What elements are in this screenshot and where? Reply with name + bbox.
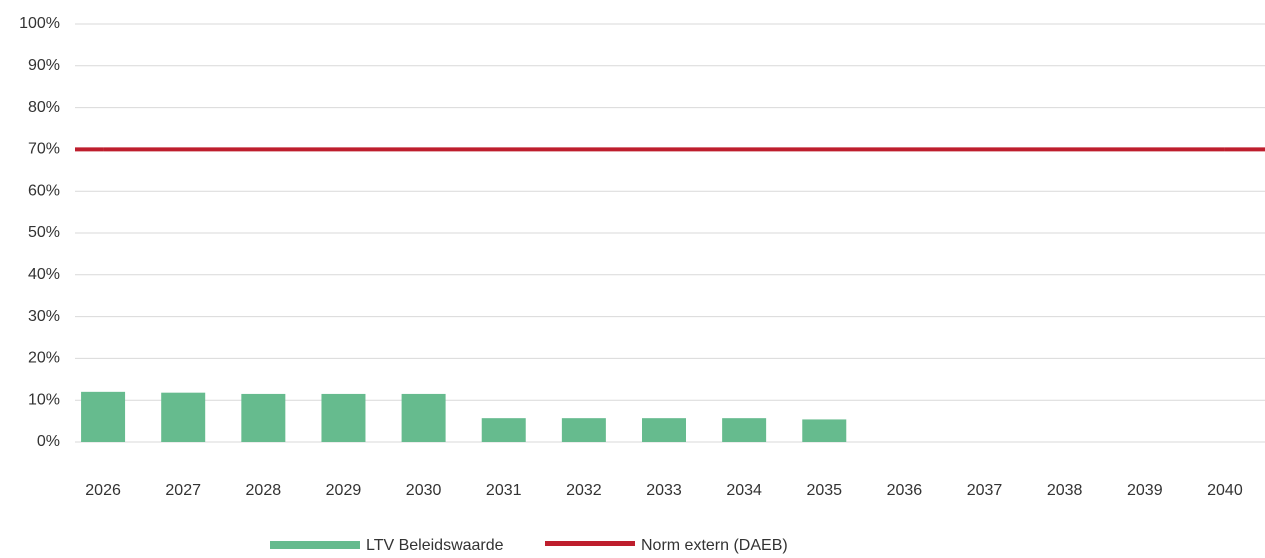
x-tick-label: 2026: [85, 482, 121, 499]
x-tick-label: 2038: [1047, 482, 1083, 499]
x-tick-label: 2032: [566, 482, 602, 499]
x-tick-label: 2029: [326, 482, 362, 499]
legend-label: Norm extern (DAEB): [641, 537, 788, 554]
bar: [321, 393, 366, 442]
x-tick-label: 2035: [806, 482, 842, 499]
bar: [722, 418, 767, 442]
bar: [642, 418, 686, 442]
y-tick-label: 70%: [28, 141, 60, 158]
bar: [401, 393, 446, 442]
y-tick-label: 10%: [28, 391, 60, 408]
x-tick-label: 2028: [246, 482, 282, 499]
y-tick-label: 90%: [28, 57, 60, 74]
x-tick-label: 2037: [967, 482, 1003, 499]
y-tick-label: 30%: [28, 308, 60, 325]
bar: [81, 391, 126, 442]
bar: [561, 418, 606, 442]
y-tick-label: 50%: [28, 224, 60, 241]
x-tick-label: 2033: [646, 482, 682, 499]
legend-swatch: [545, 541, 635, 546]
legend-swatch: [270, 541, 360, 549]
y-tick-label: 80%: [28, 99, 60, 116]
x-tick-label: 2030: [406, 482, 442, 499]
y-tick-label: 60%: [28, 182, 60, 199]
bar: [161, 392, 206, 442]
y-tick-label: 20%: [28, 350, 60, 367]
bar: [241, 393, 286, 442]
x-tick-label: 2031: [486, 482, 522, 499]
x-tick-label: 2036: [887, 482, 923, 499]
x-tick-label: 2034: [726, 482, 762, 499]
x-tick-label: 2039: [1127, 482, 1163, 499]
x-tick-label: 2027: [165, 482, 201, 499]
x-tick-label: 2040: [1207, 482, 1243, 499]
bar: [802, 419, 847, 442]
bar: [481, 418, 526, 442]
y-tick-label: 40%: [28, 266, 60, 283]
y-tick-label: 100%: [19, 15, 60, 32]
legend-label: LTV Beleidswaarde: [366, 537, 504, 554]
y-tick-label: 0%: [37, 433, 60, 450]
